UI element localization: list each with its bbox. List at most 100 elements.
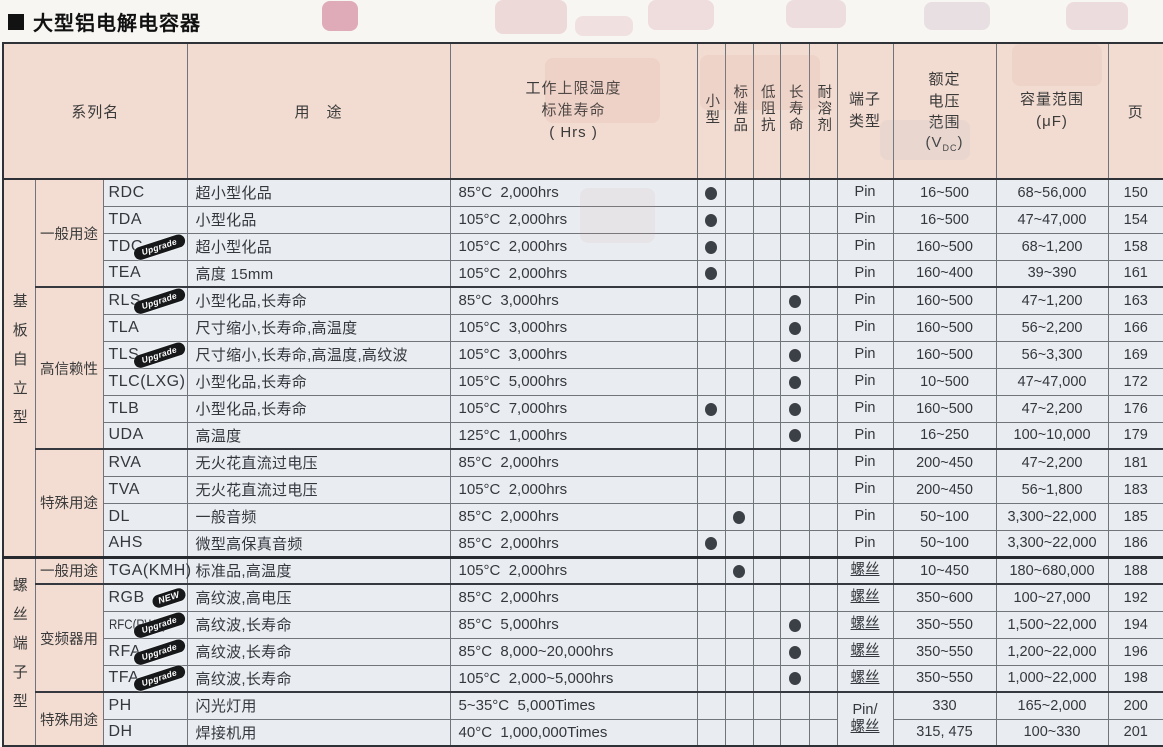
flag-cell-low-impedance xyxy=(752,178,781,207)
table-row: TEA 高度 15mm 105°C 2,000hrs Pin 160~400 39~390… xyxy=(3,259,1163,288)
voltage-range-cell: 200~450 xyxy=(892,475,997,504)
flag-cell-small xyxy=(696,367,726,396)
application-cell: 高温度 xyxy=(186,421,451,450)
application-cell: 闪光灯用 xyxy=(186,691,451,720)
series-code: RFA xyxy=(108,642,142,660)
capacity-range-cell: 68~1,200 xyxy=(995,232,1109,261)
series-code: TVA xyxy=(108,480,140,498)
page-title-bar: 大型铝电解电容器 xyxy=(8,7,201,36)
temp-life-cell: 105°C 7,000hrs xyxy=(449,394,698,423)
page-cell: 169 xyxy=(1107,340,1163,369)
application-cell: 高纹波,高电压 xyxy=(186,583,451,612)
feature-dot xyxy=(733,564,746,578)
col-header-flag-solvent-resistant: 耐溶剂 xyxy=(808,42,838,180)
table-row: RFC(RWF) Upgrade 高纹波,长寿命 85°C 5,000hrs 螺丝 350… xyxy=(3,610,1163,639)
terminal-cell: Pin/螺丝 xyxy=(836,691,894,747)
voltage-range-cell: 160~500 xyxy=(892,394,997,423)
page-cell: 176 xyxy=(1107,394,1163,423)
voltage-range-cell: 160~500 xyxy=(892,286,997,315)
page-cell: 163 xyxy=(1107,286,1163,315)
series-code-cell: RGB NEW xyxy=(102,583,188,612)
capacity-range-cell: 100~330 xyxy=(995,718,1109,747)
series-code: TDA xyxy=(108,210,142,228)
table-row: TLS Upgrade 尺寸缩小,长寿命,高温度,高纹波 105°C 3,000hrs… xyxy=(3,340,1163,369)
voltage-range-cell: 50~100 xyxy=(892,529,997,558)
flag-cell-long-life xyxy=(779,367,810,396)
table-row: TLC(LXG) 小型化品,长寿命 105°C 5,000hrs Pin 10~500 4… xyxy=(3,367,1163,396)
flag-cell-solvent-resistant xyxy=(808,286,838,315)
voltage-range-cell: 200~450 xyxy=(892,448,997,477)
flag-cell-standard xyxy=(724,394,754,423)
col-header-page: 页 xyxy=(1107,42,1163,180)
terminal-cell: 螺丝 xyxy=(836,610,894,639)
flag-cell-small xyxy=(696,232,726,261)
capacity-range-cell: 1,200~22,000 xyxy=(995,637,1109,666)
application-cell: 超小型化品 xyxy=(186,232,451,261)
flag-cell-long-life xyxy=(779,232,810,261)
series-code-cell: DH xyxy=(102,718,188,747)
feature-dot xyxy=(788,618,801,632)
flag-cell-small xyxy=(696,286,726,315)
flag-cell-small xyxy=(696,555,726,585)
terminal-text: 螺丝 xyxy=(850,589,880,606)
feature-dot xyxy=(788,348,801,362)
feature-dot xyxy=(788,645,801,659)
series-code: TLA xyxy=(108,318,140,336)
terminal-cell: Pin xyxy=(836,205,894,234)
flag-cell-long-life xyxy=(779,718,810,747)
capacity-range-cell: 3,300~22,000 xyxy=(995,529,1109,558)
series-code: RDC xyxy=(108,183,145,201)
page-cell: 158 xyxy=(1107,232,1163,261)
flag-cell-low-impedance xyxy=(752,583,781,612)
flag-cell-low-impedance xyxy=(752,529,781,558)
feature-dot xyxy=(733,510,746,524)
terminal-text: Pin xyxy=(854,373,876,390)
feature-dot xyxy=(788,294,801,308)
temp-life-cell: 105°C 3,000hrs xyxy=(449,340,698,369)
table-row: DH 焊接机用 40°C 1,000,000Times 315, 475 100~330… xyxy=(3,718,1163,747)
flag-cell-low-impedance xyxy=(752,313,781,342)
application-cell: 尺寸缩小,长寿命,高温度 xyxy=(186,313,451,342)
table-row: TLA 尺寸缩小,长寿命,高温度 105°C 3,000hrs Pin 160~500 5… xyxy=(3,313,1163,342)
feature-dot xyxy=(788,321,801,335)
terminal-text: Pin xyxy=(854,426,876,443)
flag-cell-small xyxy=(696,583,726,612)
flag-cell-standard xyxy=(724,637,754,666)
flag-cell-small xyxy=(696,502,726,531)
capacity-range-cell: 180~680,000 xyxy=(995,555,1109,585)
voltage-range-cell: 16~500 xyxy=(892,205,997,234)
bleed-through-artifact xyxy=(322,1,358,31)
flag-cell-solvent-resistant xyxy=(808,583,838,612)
capacity-range-cell: 68~56,000 xyxy=(995,178,1109,207)
terminal-cell: Pin xyxy=(836,313,894,342)
application-cell: 高纹波,长寿命 xyxy=(186,610,451,639)
terminal-text: 螺丝 xyxy=(850,643,880,660)
bleed-through-artifact xyxy=(648,0,714,30)
table-row: TLB 小型化品,长寿命 105°C 7,000hrs Pin 160~500 47~2,… xyxy=(3,394,1163,423)
group-label-text: 一般用途 xyxy=(40,226,98,243)
temp-life-cell: 85°C 5,000hrs xyxy=(449,610,698,639)
series-code-cell: TVA xyxy=(102,475,188,504)
col-header-flag-long-life: 长寿命 xyxy=(779,42,810,180)
flag-cell-standard xyxy=(724,340,754,369)
capacity-range-cell: 165~2,000 xyxy=(995,691,1109,720)
series-code: RGB xyxy=(108,588,145,606)
feature-dot xyxy=(705,402,718,416)
flag-cell-low-impedance xyxy=(752,394,781,423)
capacitor-table-body: 基板自立型 一般用途 RDC 超小型化品 85°C 2,000hrs Pin 16~500 6… xyxy=(2,178,1163,747)
table-row: 特殊用途 RVA 无火花直流过电压 85°C 2,000hrs Pin 200~450 47… xyxy=(3,448,1163,558)
series-code-cell: UDA xyxy=(102,421,188,450)
flag-cell-standard xyxy=(724,448,754,477)
flag-cell-low-impedance xyxy=(752,232,781,261)
series-code: TGA(KMH) xyxy=(108,561,192,579)
series-code-cell: TFA Upgrade xyxy=(102,664,188,693)
terminal-text: Pin xyxy=(854,400,876,417)
terminal-text: Pin xyxy=(854,211,876,228)
page-cell: 150 xyxy=(1107,178,1163,207)
feature-dot xyxy=(705,267,718,281)
flag-cell-low-impedance xyxy=(752,637,781,666)
flag-cell-small xyxy=(696,529,726,558)
series-code: DL xyxy=(108,507,130,525)
table-row: 螺丝端子型 一般用途 TGA(KMH) 标准品,高温度 105°C 2,000hrs 螺丝… xyxy=(2,555,1163,747)
flag-cell-long-life xyxy=(779,502,810,531)
